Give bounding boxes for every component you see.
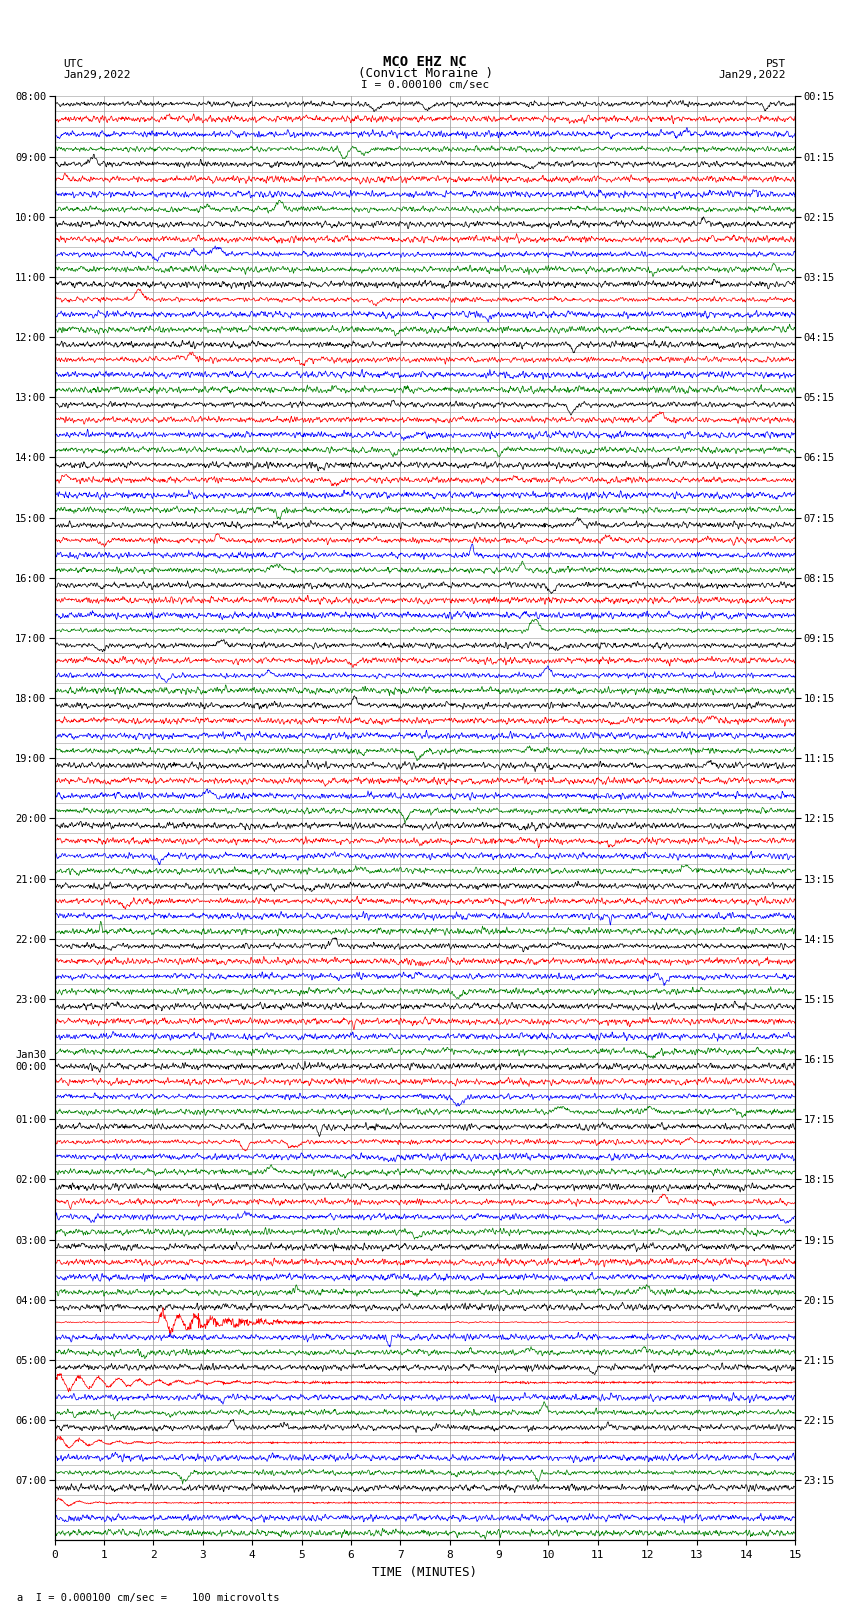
Text: Jan29,2022: Jan29,2022 bbox=[719, 69, 786, 79]
X-axis label: TIME (MINUTES): TIME (MINUTES) bbox=[372, 1566, 478, 1579]
Text: PST: PST bbox=[766, 58, 786, 69]
Text: UTC: UTC bbox=[64, 58, 84, 69]
Text: MCO EHZ NC: MCO EHZ NC bbox=[383, 55, 467, 69]
Text: a  I = 0.000100 cm/sec =    100 microvolts: a I = 0.000100 cm/sec = 100 microvolts bbox=[17, 1594, 280, 1603]
Text: (Convict Moraine ): (Convict Moraine ) bbox=[358, 66, 492, 79]
Text: I = 0.000100 cm/sec: I = 0.000100 cm/sec bbox=[361, 79, 489, 90]
Text: Jan29,2022: Jan29,2022 bbox=[64, 69, 131, 79]
